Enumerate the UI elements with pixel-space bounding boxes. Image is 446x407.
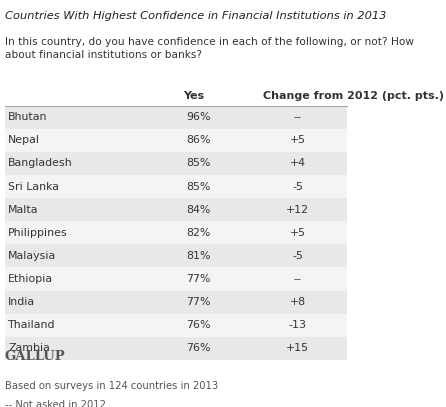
FancyBboxPatch shape [5, 152, 347, 175]
FancyBboxPatch shape [5, 198, 347, 221]
Text: In this country, do you have confidence in each of the following, or not? How
ab: In this country, do you have confidence … [5, 37, 414, 60]
Text: 77%: 77% [186, 274, 211, 284]
Text: 76%: 76% [186, 320, 211, 330]
Text: 96%: 96% [186, 112, 211, 122]
Text: -13: -13 [289, 320, 307, 330]
Text: --: -- [294, 112, 302, 122]
FancyBboxPatch shape [5, 129, 347, 152]
Text: Bhutan: Bhutan [8, 112, 48, 122]
Text: +5: +5 [290, 228, 306, 238]
Text: Malta: Malta [8, 205, 39, 214]
Text: -5: -5 [292, 251, 303, 261]
FancyBboxPatch shape [5, 267, 347, 291]
Text: Nepal: Nepal [8, 135, 40, 145]
Text: Bangladesh: Bangladesh [8, 158, 73, 168]
FancyBboxPatch shape [5, 221, 347, 244]
Text: -5: -5 [292, 182, 303, 192]
Text: +15: +15 [286, 344, 309, 353]
FancyBboxPatch shape [5, 175, 347, 198]
Text: India: India [8, 297, 36, 307]
Text: Ethiopia: Ethiopia [8, 274, 54, 284]
Text: GALLUP: GALLUP [5, 350, 66, 363]
Text: 85%: 85% [186, 158, 211, 168]
Text: Philippines: Philippines [8, 228, 68, 238]
Text: +8: +8 [289, 297, 306, 307]
Text: Change from 2012 (pct. pts.): Change from 2012 (pct. pts.) [263, 91, 444, 101]
FancyBboxPatch shape [5, 291, 347, 314]
Text: -- Not asked in 2012: -- Not asked in 2012 [5, 400, 106, 407]
Text: +12: +12 [286, 205, 309, 214]
FancyBboxPatch shape [5, 244, 347, 267]
Text: 84%: 84% [186, 205, 211, 214]
Text: Sri Lanka: Sri Lanka [8, 182, 59, 192]
Text: 82%: 82% [186, 228, 211, 238]
Text: +4: +4 [290, 158, 306, 168]
Text: 77%: 77% [186, 297, 211, 307]
FancyBboxPatch shape [5, 314, 347, 337]
Text: Countries With Highest Confidence in Financial Institutions in 2013: Countries With Highest Confidence in Fin… [5, 11, 386, 21]
Text: Yes: Yes [183, 91, 204, 101]
Text: Thailand: Thailand [8, 320, 56, 330]
Text: 81%: 81% [186, 251, 211, 261]
Text: 85%: 85% [186, 182, 211, 192]
Text: Based on surveys in 124 countries in 2013: Based on surveys in 124 countries in 201… [5, 381, 218, 391]
Text: Zambia: Zambia [8, 344, 50, 353]
Text: --: -- [294, 274, 302, 284]
Text: +5: +5 [290, 135, 306, 145]
FancyBboxPatch shape [5, 105, 347, 129]
Text: Malaysia: Malaysia [8, 251, 57, 261]
FancyBboxPatch shape [5, 337, 347, 360]
Text: 86%: 86% [186, 135, 211, 145]
Text: 76%: 76% [186, 344, 211, 353]
